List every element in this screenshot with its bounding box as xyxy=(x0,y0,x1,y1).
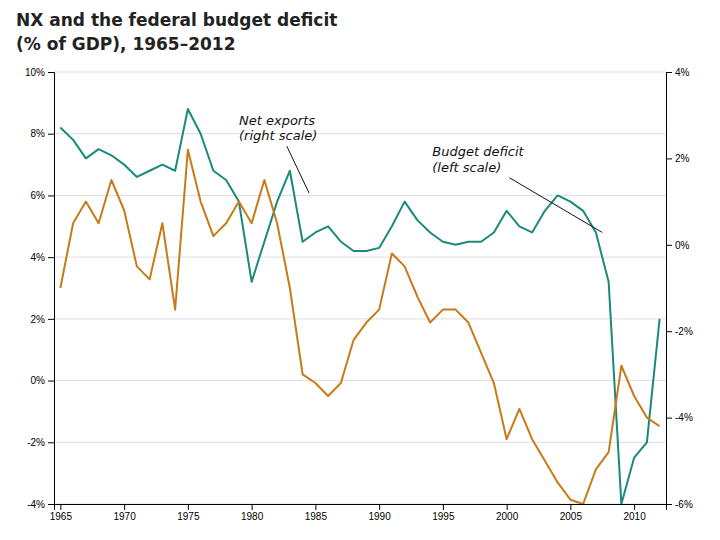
tick-mark xyxy=(507,504,508,510)
series-line xyxy=(60,150,659,504)
tick-mark xyxy=(48,72,54,73)
tick-label: -2% xyxy=(27,437,45,448)
tick: 2% xyxy=(31,314,54,325)
tick-mark xyxy=(570,504,571,510)
tick-mark xyxy=(48,504,54,505)
subtitle: (% of GDP), 1965–2012 xyxy=(16,34,236,54)
tick-label: 2% xyxy=(675,153,690,164)
tick: 6% xyxy=(31,190,54,201)
tick: 1995 xyxy=(432,504,455,522)
grid-line xyxy=(54,195,666,196)
tick-label: 1990 xyxy=(369,511,392,522)
tick-label: 10% xyxy=(25,67,45,78)
tick-mark xyxy=(60,504,61,510)
tick: 2% xyxy=(666,153,690,164)
tick-mark xyxy=(48,257,54,258)
axis-line xyxy=(667,73,673,505)
tick-label: 2010 xyxy=(624,511,647,522)
tick-mark xyxy=(666,331,672,332)
tick: 0% xyxy=(666,240,690,251)
tick-label: 0% xyxy=(675,240,690,251)
tick-label: 2% xyxy=(31,314,46,325)
tick-label: 1985 xyxy=(305,511,328,522)
tick: 2000 xyxy=(496,504,519,522)
grid-line xyxy=(54,442,666,443)
axis-line xyxy=(55,505,667,511)
grid xyxy=(54,72,666,504)
tick-mark xyxy=(666,418,672,419)
annotation: Net exports(right scale) xyxy=(239,113,317,144)
tick: -4% xyxy=(27,499,54,510)
tick-mark xyxy=(124,504,125,510)
tick: 1965 xyxy=(50,504,73,522)
tick: 0% xyxy=(31,375,54,386)
tick-mark xyxy=(379,504,380,510)
tick: 8% xyxy=(31,128,54,139)
tick-mark xyxy=(666,245,672,246)
y2-axis: -6% -4% -2% 0% 2% 4% xyxy=(666,67,693,510)
tick: -6% xyxy=(666,499,693,510)
tick-label: 1975 xyxy=(177,511,200,522)
tick: 4% xyxy=(31,252,54,263)
tick-mark xyxy=(443,504,444,510)
tick-label: -4% xyxy=(27,499,45,510)
tick-mark xyxy=(666,504,672,505)
tick: 1980 xyxy=(241,504,264,522)
series-line xyxy=(60,109,659,504)
tick-label: 1995 xyxy=(432,511,455,522)
tick-label: 4% xyxy=(31,252,46,263)
annotation: Budget deficit(left scale) xyxy=(432,144,524,175)
tick-mark xyxy=(48,195,54,196)
tick-label: 8% xyxy=(31,128,46,139)
tick: 2005 xyxy=(560,504,583,522)
grid-line xyxy=(54,133,666,134)
tick: 2010 xyxy=(624,504,647,522)
tick-mark xyxy=(666,72,672,73)
tick-mark xyxy=(188,504,189,510)
tick-label: 1970 xyxy=(114,511,137,522)
tick-label: 6% xyxy=(31,190,46,201)
tick: 1990 xyxy=(369,504,392,522)
tick: -2% xyxy=(666,326,693,337)
y-axis: -4% -2% 0% 2% 4% 6% 8% 10% xyxy=(25,67,55,510)
plot-area xyxy=(60,109,659,504)
tick-label: 0% xyxy=(31,375,46,386)
tick-label: -2% xyxy=(675,326,693,337)
tick-label: -6% xyxy=(675,499,693,510)
grid-line xyxy=(54,318,666,319)
tick: 10% xyxy=(25,67,54,78)
tick-mark xyxy=(48,381,54,382)
tick: 1975 xyxy=(177,504,200,522)
grid-line xyxy=(54,380,666,381)
tick: 4% xyxy=(666,67,690,78)
tick-mark xyxy=(48,319,54,320)
tick-mark xyxy=(315,504,316,510)
tick-mark xyxy=(666,158,672,159)
axis-line xyxy=(48,73,55,505)
tick-label: -4% xyxy=(675,412,693,423)
tick-label: 1965 xyxy=(50,511,73,522)
tick-mark xyxy=(48,442,54,443)
x-axis: 1965 1970 1975 1980 1985 1990 1995 2000 2005 2010 xyxy=(50,504,667,522)
grid-line xyxy=(54,257,666,258)
tick-label: 2000 xyxy=(496,511,519,522)
tick: 1970 xyxy=(114,504,137,522)
chart: NX and the federal budget deficit (% of G… xyxy=(0,0,720,540)
tick: -2% xyxy=(27,437,54,448)
tick-label: 1980 xyxy=(241,511,264,522)
annotations: Budget deficit(left scale) Net exports(ri… xyxy=(239,113,602,233)
tick-label: 2005 xyxy=(560,511,583,522)
tick-mark xyxy=(634,504,635,510)
tick-label: 4% xyxy=(675,67,690,78)
tick: 1985 xyxy=(305,504,328,522)
grid-line xyxy=(54,72,666,73)
title: NX and the federal budget deficit xyxy=(16,10,337,30)
annotation-line xyxy=(287,146,309,193)
annotation-line xyxy=(509,178,602,233)
tick-mark xyxy=(48,134,54,135)
tick: -4% xyxy=(666,412,693,423)
tick-mark xyxy=(252,504,253,510)
